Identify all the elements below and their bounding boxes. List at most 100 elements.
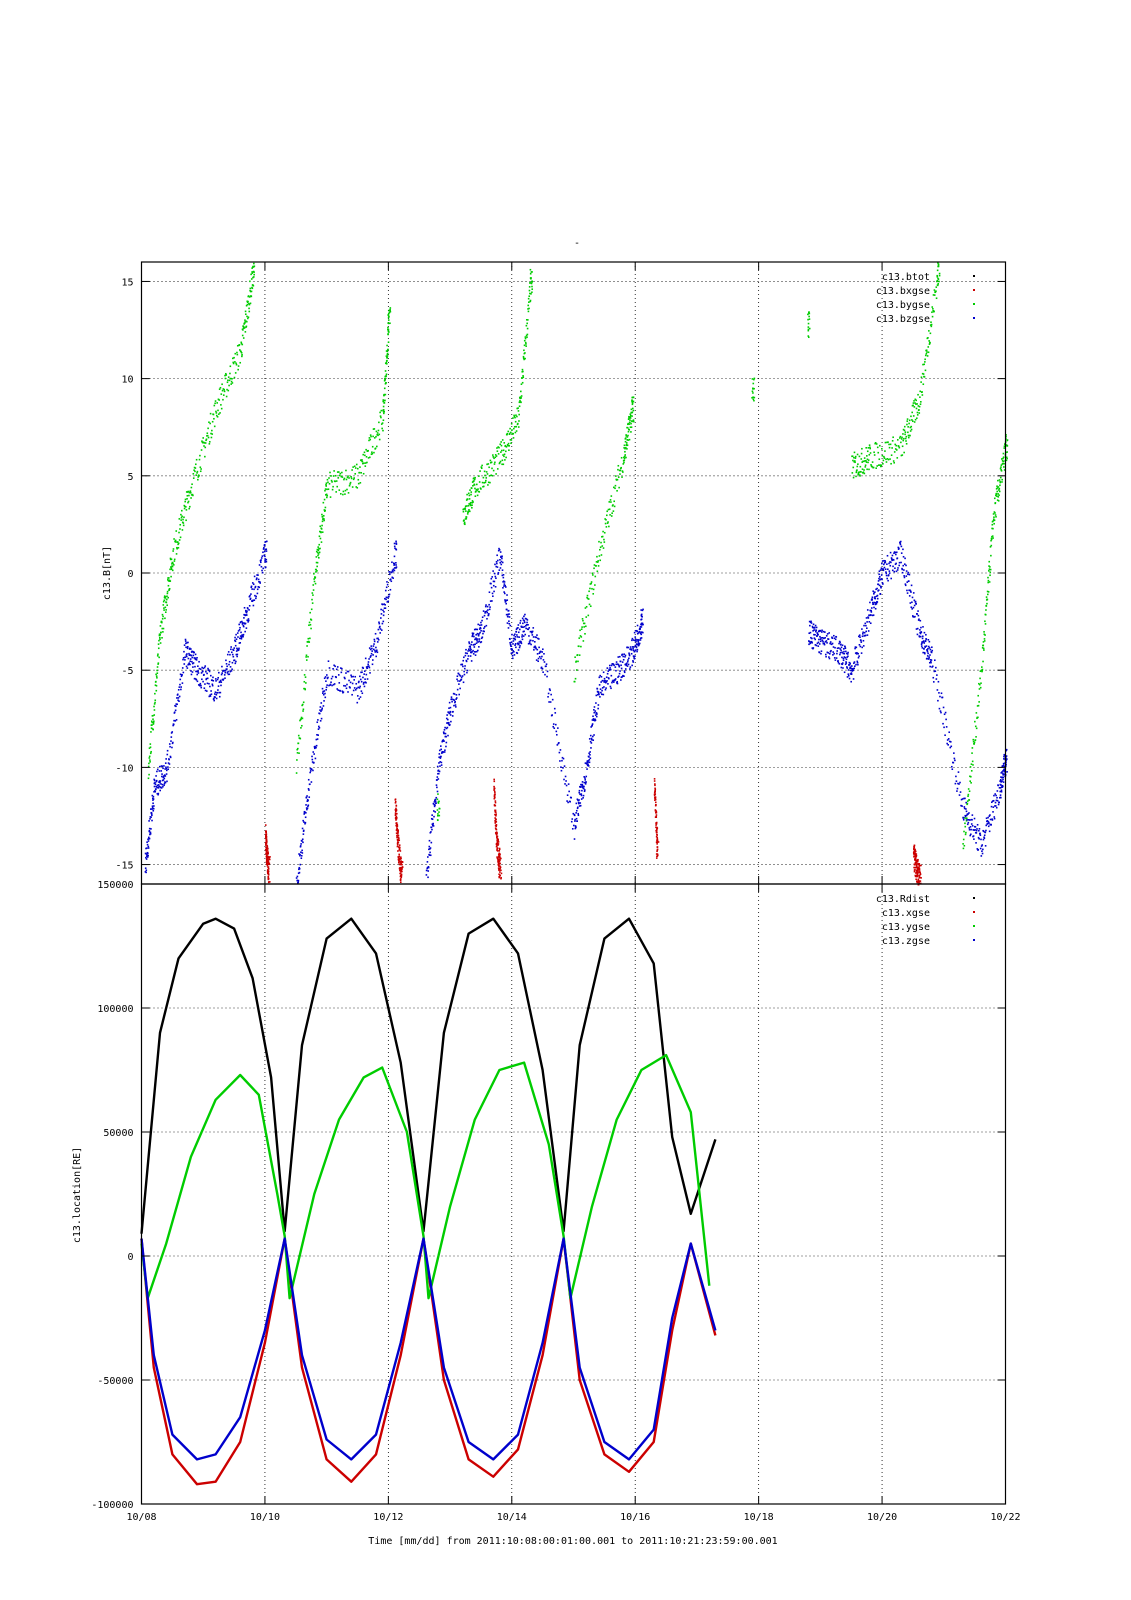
data-point <box>633 650 636 653</box>
data-point <box>812 627 815 629</box>
data-point <box>595 694 598 697</box>
data-point <box>584 777 586 779</box>
data-point <box>895 444 898 447</box>
data-point <box>527 308 529 310</box>
data-point <box>919 629 921 631</box>
data-point <box>858 474 861 476</box>
data-point <box>528 635 530 637</box>
data-point <box>309 770 312 772</box>
data-point <box>172 550 174 552</box>
data-point <box>316 570 318 572</box>
data-point <box>971 818 973 821</box>
data-point <box>993 511 996 513</box>
data-point <box>474 643 476 646</box>
data-point <box>855 471 858 474</box>
data-point <box>625 456 627 459</box>
data-point <box>880 578 883 580</box>
data-point <box>156 669 158 672</box>
data-point <box>896 457 899 459</box>
data-point <box>375 655 377 658</box>
data-point <box>611 512 613 514</box>
data-point <box>988 581 991 583</box>
data-point <box>476 632 479 635</box>
data-point <box>157 663 159 665</box>
data-point <box>458 683 460 685</box>
data-point <box>190 673 193 676</box>
data-point <box>467 492 470 495</box>
data-point <box>387 329 390 332</box>
data-point <box>494 817 496 819</box>
data-point <box>201 440 203 443</box>
data-point <box>162 785 164 788</box>
data-point <box>477 634 480 637</box>
data-point <box>494 461 496 464</box>
data-point <box>590 742 593 744</box>
data-point <box>197 672 200 674</box>
data-point <box>563 765 566 767</box>
data-point <box>619 473 621 475</box>
data-point <box>374 649 376 652</box>
data-point <box>182 522 185 524</box>
data-point <box>245 611 248 614</box>
data-point <box>482 632 484 635</box>
data-point <box>999 780 1001 782</box>
data-point <box>503 453 506 456</box>
data-point <box>520 401 522 404</box>
data-point <box>918 869 921 871</box>
data-point <box>545 665 547 667</box>
data-point <box>442 739 445 741</box>
data-point <box>849 667 851 669</box>
data-point <box>242 625 245 628</box>
data-point <box>622 658 625 661</box>
data-point <box>980 845 983 847</box>
data-point <box>574 827 577 830</box>
data-point <box>251 600 254 603</box>
data-point <box>916 417 918 420</box>
data-point <box>397 856 400 859</box>
data-point <box>348 477 350 479</box>
data-point <box>368 437 371 439</box>
data-point <box>512 643 514 645</box>
data-point <box>934 670 937 672</box>
data-point <box>475 488 478 491</box>
data-point <box>627 659 629 661</box>
data-point <box>619 660 622 663</box>
data-point <box>503 591 505 593</box>
data-point <box>996 499 999 501</box>
data-point <box>843 650 845 653</box>
data-point <box>812 623 815 626</box>
data-point <box>150 816 152 818</box>
data-point <box>320 528 323 530</box>
data-point <box>262 551 264 554</box>
data-point <box>987 821 990 823</box>
data-point <box>372 645 375 647</box>
data-point <box>198 474 200 477</box>
data-point <box>631 420 633 423</box>
data-point <box>186 667 189 669</box>
data-point <box>321 515 324 518</box>
data-point <box>921 647 924 649</box>
data-point <box>157 643 160 645</box>
data-point <box>243 327 246 329</box>
data-point <box>240 621 242 623</box>
data-point <box>991 818 993 820</box>
data-point <box>251 272 254 274</box>
data-point <box>629 414 632 417</box>
data-point <box>315 556 318 558</box>
data-point <box>542 671 544 673</box>
data-point <box>912 592 915 594</box>
data-point <box>618 664 620 667</box>
data-point <box>629 421 631 424</box>
data-point <box>437 772 440 775</box>
data-point <box>816 642 819 645</box>
data-point <box>377 434 379 437</box>
data-point <box>612 663 615 666</box>
data-point <box>431 823 434 826</box>
data-point <box>337 471 340 473</box>
data-point <box>626 448 628 450</box>
data-point <box>167 768 170 771</box>
data-point <box>384 382 387 385</box>
data-point <box>215 693 218 696</box>
data-point <box>173 560 176 562</box>
data-point <box>172 723 175 726</box>
